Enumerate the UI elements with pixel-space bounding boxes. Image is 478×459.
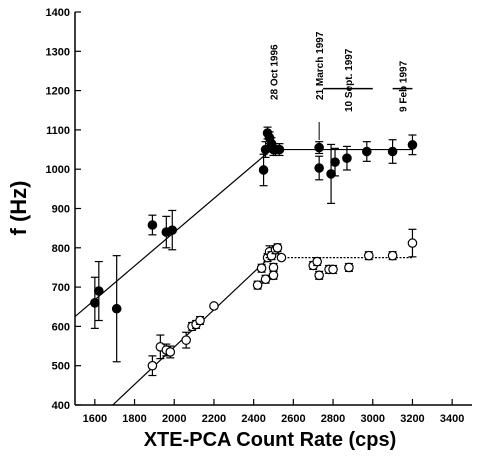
data-point — [407, 238, 418, 248]
data-point — [181, 335, 191, 345]
y-tick-label: 1200 — [46, 86, 70, 98]
data-point — [328, 264, 338, 275]
data-point — [387, 146, 398, 157]
data-point — [258, 165, 269, 175]
data-point — [260, 274, 271, 285]
data-point — [314, 270, 324, 281]
data-point — [195, 315, 205, 326]
x-tick-label: 2600 — [281, 413, 305, 425]
data-point — [90, 298, 100, 308]
y-axis-label: f (Hz) — [6, 181, 31, 236]
x-tick-label: 2400 — [241, 413, 265, 425]
data-point — [312, 256, 322, 267]
data-point — [252, 280, 263, 290]
y-tick-label: 700 — [52, 282, 70, 294]
data-point — [268, 270, 279, 281]
x-axis-label: XTE-PCA Count Rate (cps) — [144, 429, 397, 451]
y-tick-label: 1000 — [46, 164, 70, 176]
x-tick-label: 2000 — [162, 413, 186, 425]
data-point — [361, 146, 372, 157]
y-tick-label: 1300 — [46, 46, 70, 58]
y-tick-label: 600 — [52, 321, 70, 333]
y-tick-label: 400 — [52, 400, 70, 412]
x-tick-label: 3200 — [400, 413, 424, 425]
data-point — [276, 252, 287, 263]
data-point — [268, 262, 279, 273]
data-point — [209, 301, 219, 311]
data-point — [330, 157, 340, 167]
y-tick-label: 1100 — [46, 125, 70, 137]
x-tick-label: 3400 — [440, 413, 464, 425]
x-tick-label: 2800 — [321, 413, 345, 425]
y-tick-label: 500 — [52, 361, 70, 373]
y-tick-label: 1400 — [46, 7, 70, 19]
data-point — [387, 250, 398, 261]
data-point — [147, 360, 158, 371]
y-tick-label: 900 — [52, 204, 70, 216]
data-point — [147, 220, 158, 230]
data-point — [326, 169, 336, 179]
data-point — [272, 243, 283, 253]
data-point — [167, 225, 178, 235]
x-tick-label: 2200 — [202, 413, 226, 425]
x-tick-label: 1800 — [122, 413, 146, 425]
data-point — [314, 142, 324, 153]
y-tick-label: 800 — [52, 243, 70, 255]
data-point — [165, 347, 176, 357]
annotation: 21 March 1997 — [315, 31, 326, 100]
data-point — [256, 263, 267, 274]
data-point — [407, 140, 418, 150]
annotation: 28 Oct 1996 — [270, 44, 281, 100]
x-tick-label: 1600 — [83, 413, 107, 425]
annotation: 10 Sept. 1997 — [344, 48, 355, 112]
data-point — [111, 303, 122, 314]
annotation: 9 Feb 1997 — [399, 60, 410, 112]
data-point — [363, 250, 374, 261]
data-point — [94, 286, 104, 296]
data-point — [344, 262, 354, 273]
data-point — [274, 144, 285, 155]
data-point — [314, 163, 324, 173]
data-point — [342, 153, 352, 163]
x-tick-label: 3000 — [361, 413, 385, 425]
fit-line — [74, 148, 413, 318]
